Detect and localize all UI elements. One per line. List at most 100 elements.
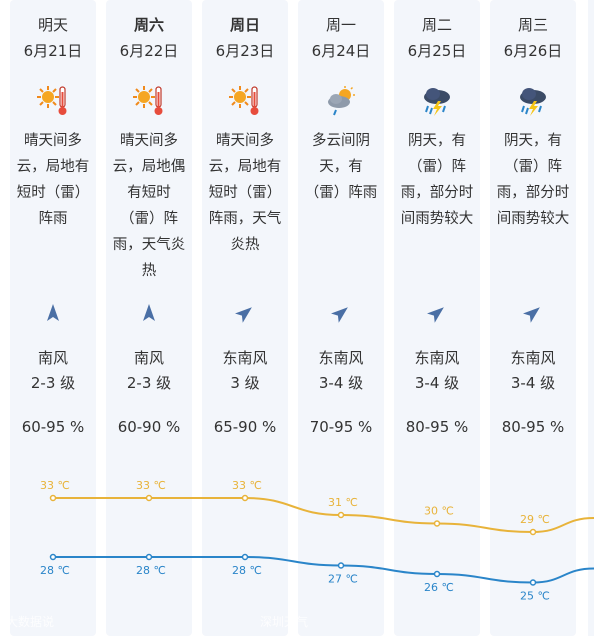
south-wind-arrow-icon xyxy=(139,303,159,323)
sunny-hot-icon xyxy=(228,84,262,118)
day-label: 周一 xyxy=(325,16,356,34)
humidity-range: 80-95 % xyxy=(501,418,565,436)
date-label: 6月23日 xyxy=(215,42,275,60)
day-label: 周三 xyxy=(517,16,548,34)
condition-line: 间雨势较大 xyxy=(496,211,570,227)
condition-line: 云，局地偶 xyxy=(112,159,186,175)
wind-level: 3-4 级 xyxy=(318,374,364,392)
condition-line: 热 xyxy=(141,263,157,279)
condition-line: （雷）阵雨 xyxy=(304,185,378,201)
date-label: 6月24日 xyxy=(311,42,371,60)
high-temp-label: 29 ℃ xyxy=(520,513,550,526)
condition-line: 天，有 xyxy=(319,159,363,175)
low-temp-label: 27 ℃ xyxy=(328,573,358,586)
wind-level: 2-3 级 xyxy=(30,374,76,392)
condition-line: 晴天间多 xyxy=(120,133,178,149)
wind-info: 东南风 3-4 级 xyxy=(490,346,576,396)
footer-watermark-left: 大数据说 xyxy=(6,615,55,629)
condition-line: 阴天，有 xyxy=(504,133,562,149)
southeast-wind-arrow-icon xyxy=(523,303,543,323)
forecast-day-column: 明天 6月21日晴天间多云，局地有短时（雷） 阵雨南风 2-3 级 60-95 % xyxy=(10,0,96,636)
wind-info: 东南风 3-4 级 xyxy=(394,346,480,396)
condition-line: 炎热 xyxy=(230,237,260,253)
low-temp-point xyxy=(529,579,537,586)
sunny-hot-icon xyxy=(132,84,166,118)
condition-line: 雨，天气炎 xyxy=(112,237,186,253)
wind-info: 南风 2-3 级 xyxy=(10,346,96,396)
wind-direction: 东南风 xyxy=(222,349,268,367)
high-temp-line xyxy=(53,497,594,534)
condition-line: 短时（雷） xyxy=(208,185,282,201)
condition-line: 阵雨 xyxy=(38,211,68,227)
condition-line: 阵雨，天气 xyxy=(208,211,282,227)
wind-level: 3 级 xyxy=(230,374,260,392)
cloudy-rain-icon xyxy=(324,84,358,118)
wind-level: 2-3 级 xyxy=(126,374,172,392)
humidity-range: 60-90 % xyxy=(117,418,181,436)
wind-direction: 南风 xyxy=(133,349,164,367)
low-temp-point xyxy=(337,562,345,569)
low-temp-point xyxy=(145,553,153,561)
high-temp-label: 31 ℃ xyxy=(328,496,358,509)
footer-watermark-middle: 深圳天气 xyxy=(260,615,309,629)
humidity-range: 65-90 % xyxy=(213,418,277,436)
low-temp-point xyxy=(241,553,249,561)
condition-line: 云，局地有 xyxy=(208,159,282,175)
weather-condition: 多云间阴天，有 （雷）阵雨 xyxy=(298,128,384,206)
condition-line: （雷）阵 xyxy=(408,159,466,175)
forecast-day-column: 周日 6月23日晴天间多云，局地有短时（雷） 阵雨，天气炎热东南风 3 级 65-90 … xyxy=(202,0,288,636)
condition-line: 阴天，有 xyxy=(408,133,466,149)
day-label: 周二 xyxy=(421,16,452,34)
wind-direction: 东南风 xyxy=(414,349,460,367)
day-label: 周六 xyxy=(133,16,164,34)
condition-line: 雨，部分时 xyxy=(400,185,474,201)
southeast-wind-arrow-icon xyxy=(427,303,447,323)
weather-condition: 晴天间多 云，局地偶 有短时 （雷）阵 雨，天气炎热 xyxy=(106,128,192,284)
wind-level: 3-4 级 xyxy=(414,374,460,392)
low-temp-label: 25 ℃ xyxy=(520,590,550,603)
high-temp-point xyxy=(49,494,57,502)
date-label: 6月26日 xyxy=(503,42,563,60)
humidity-range: 80-95 % xyxy=(405,418,469,436)
high-temp-point xyxy=(145,494,153,502)
condition-line: 间雨势较大 xyxy=(400,211,474,227)
condition-line: （雷）阵 xyxy=(120,211,178,227)
day-label: 明天 xyxy=(37,16,68,34)
condition-line: 云，局地有 xyxy=(16,159,90,175)
wind-info: 东南风 3 级 xyxy=(202,346,288,396)
wind-info: 南风 2-3 级 xyxy=(106,346,192,396)
next-day-column-edge xyxy=(588,0,594,636)
wind-level: 3-4 级 xyxy=(510,374,556,392)
sunny-hot-icon xyxy=(36,84,70,118)
day-label: 周日 xyxy=(229,16,260,34)
southeast-wind-arrow-icon xyxy=(235,303,255,323)
condition-line: 短时（雷） xyxy=(16,185,90,201)
forecast-day-column: 周二 6月25日 阴天，有 （雷）阵 雨，部分时 间雨势较大 东南风 3-4 级 80-95 % xyxy=(394,0,480,636)
high-temp-label: 33 ℃ xyxy=(40,479,70,492)
humidity-range: 60-95 % xyxy=(21,418,85,436)
condition-line: 晴天间多 xyxy=(24,133,82,149)
weather-condition: 阴天，有 （雷）阵雨，部分时间雨势较大 xyxy=(394,128,480,232)
high-temp-point xyxy=(529,528,537,536)
condition-line: 多云间阴 xyxy=(312,133,370,149)
wind-direction: 南风 xyxy=(37,349,68,367)
humidity-range: 70-95 % xyxy=(309,418,373,436)
condition-line: （雷）阵 xyxy=(504,159,562,175)
low-temp-label: 26 ℃ xyxy=(424,581,454,594)
wind-direction: 东南风 xyxy=(318,349,364,367)
low-temp-line xyxy=(53,556,594,584)
low-temp-label: 28 ℃ xyxy=(232,564,262,577)
high-temp-label: 33 ℃ xyxy=(136,479,166,492)
thunderstorm-icon xyxy=(516,84,550,118)
low-temp-label: 28 ℃ xyxy=(40,564,70,577)
condition-line: 晴天间多 xyxy=(216,133,274,149)
high-temp-label: 30 ℃ xyxy=(424,505,454,518)
wind-direction: 东南风 xyxy=(510,349,556,367)
forecast-day-column: 周六 6月22日 晴天间多 云，局地偶 有短时 （雷）阵 雨，天气炎热南风 2-3 级 60-9… xyxy=(106,0,192,636)
temperature-chart: 33 ℃ 33 ℃ 33 ℃ 31 ℃ 30 ℃ 29 ℃ 28 ℃ 28 ℃ 28 ℃ 27 ℃… xyxy=(40,479,594,603)
low-temp-label: 28 ℃ xyxy=(136,564,166,577)
date-label: 6月21日 xyxy=(23,42,83,60)
condition-line: 雨，部分时 xyxy=(496,185,570,201)
high-temp-label: 33 ℃ xyxy=(232,479,262,492)
